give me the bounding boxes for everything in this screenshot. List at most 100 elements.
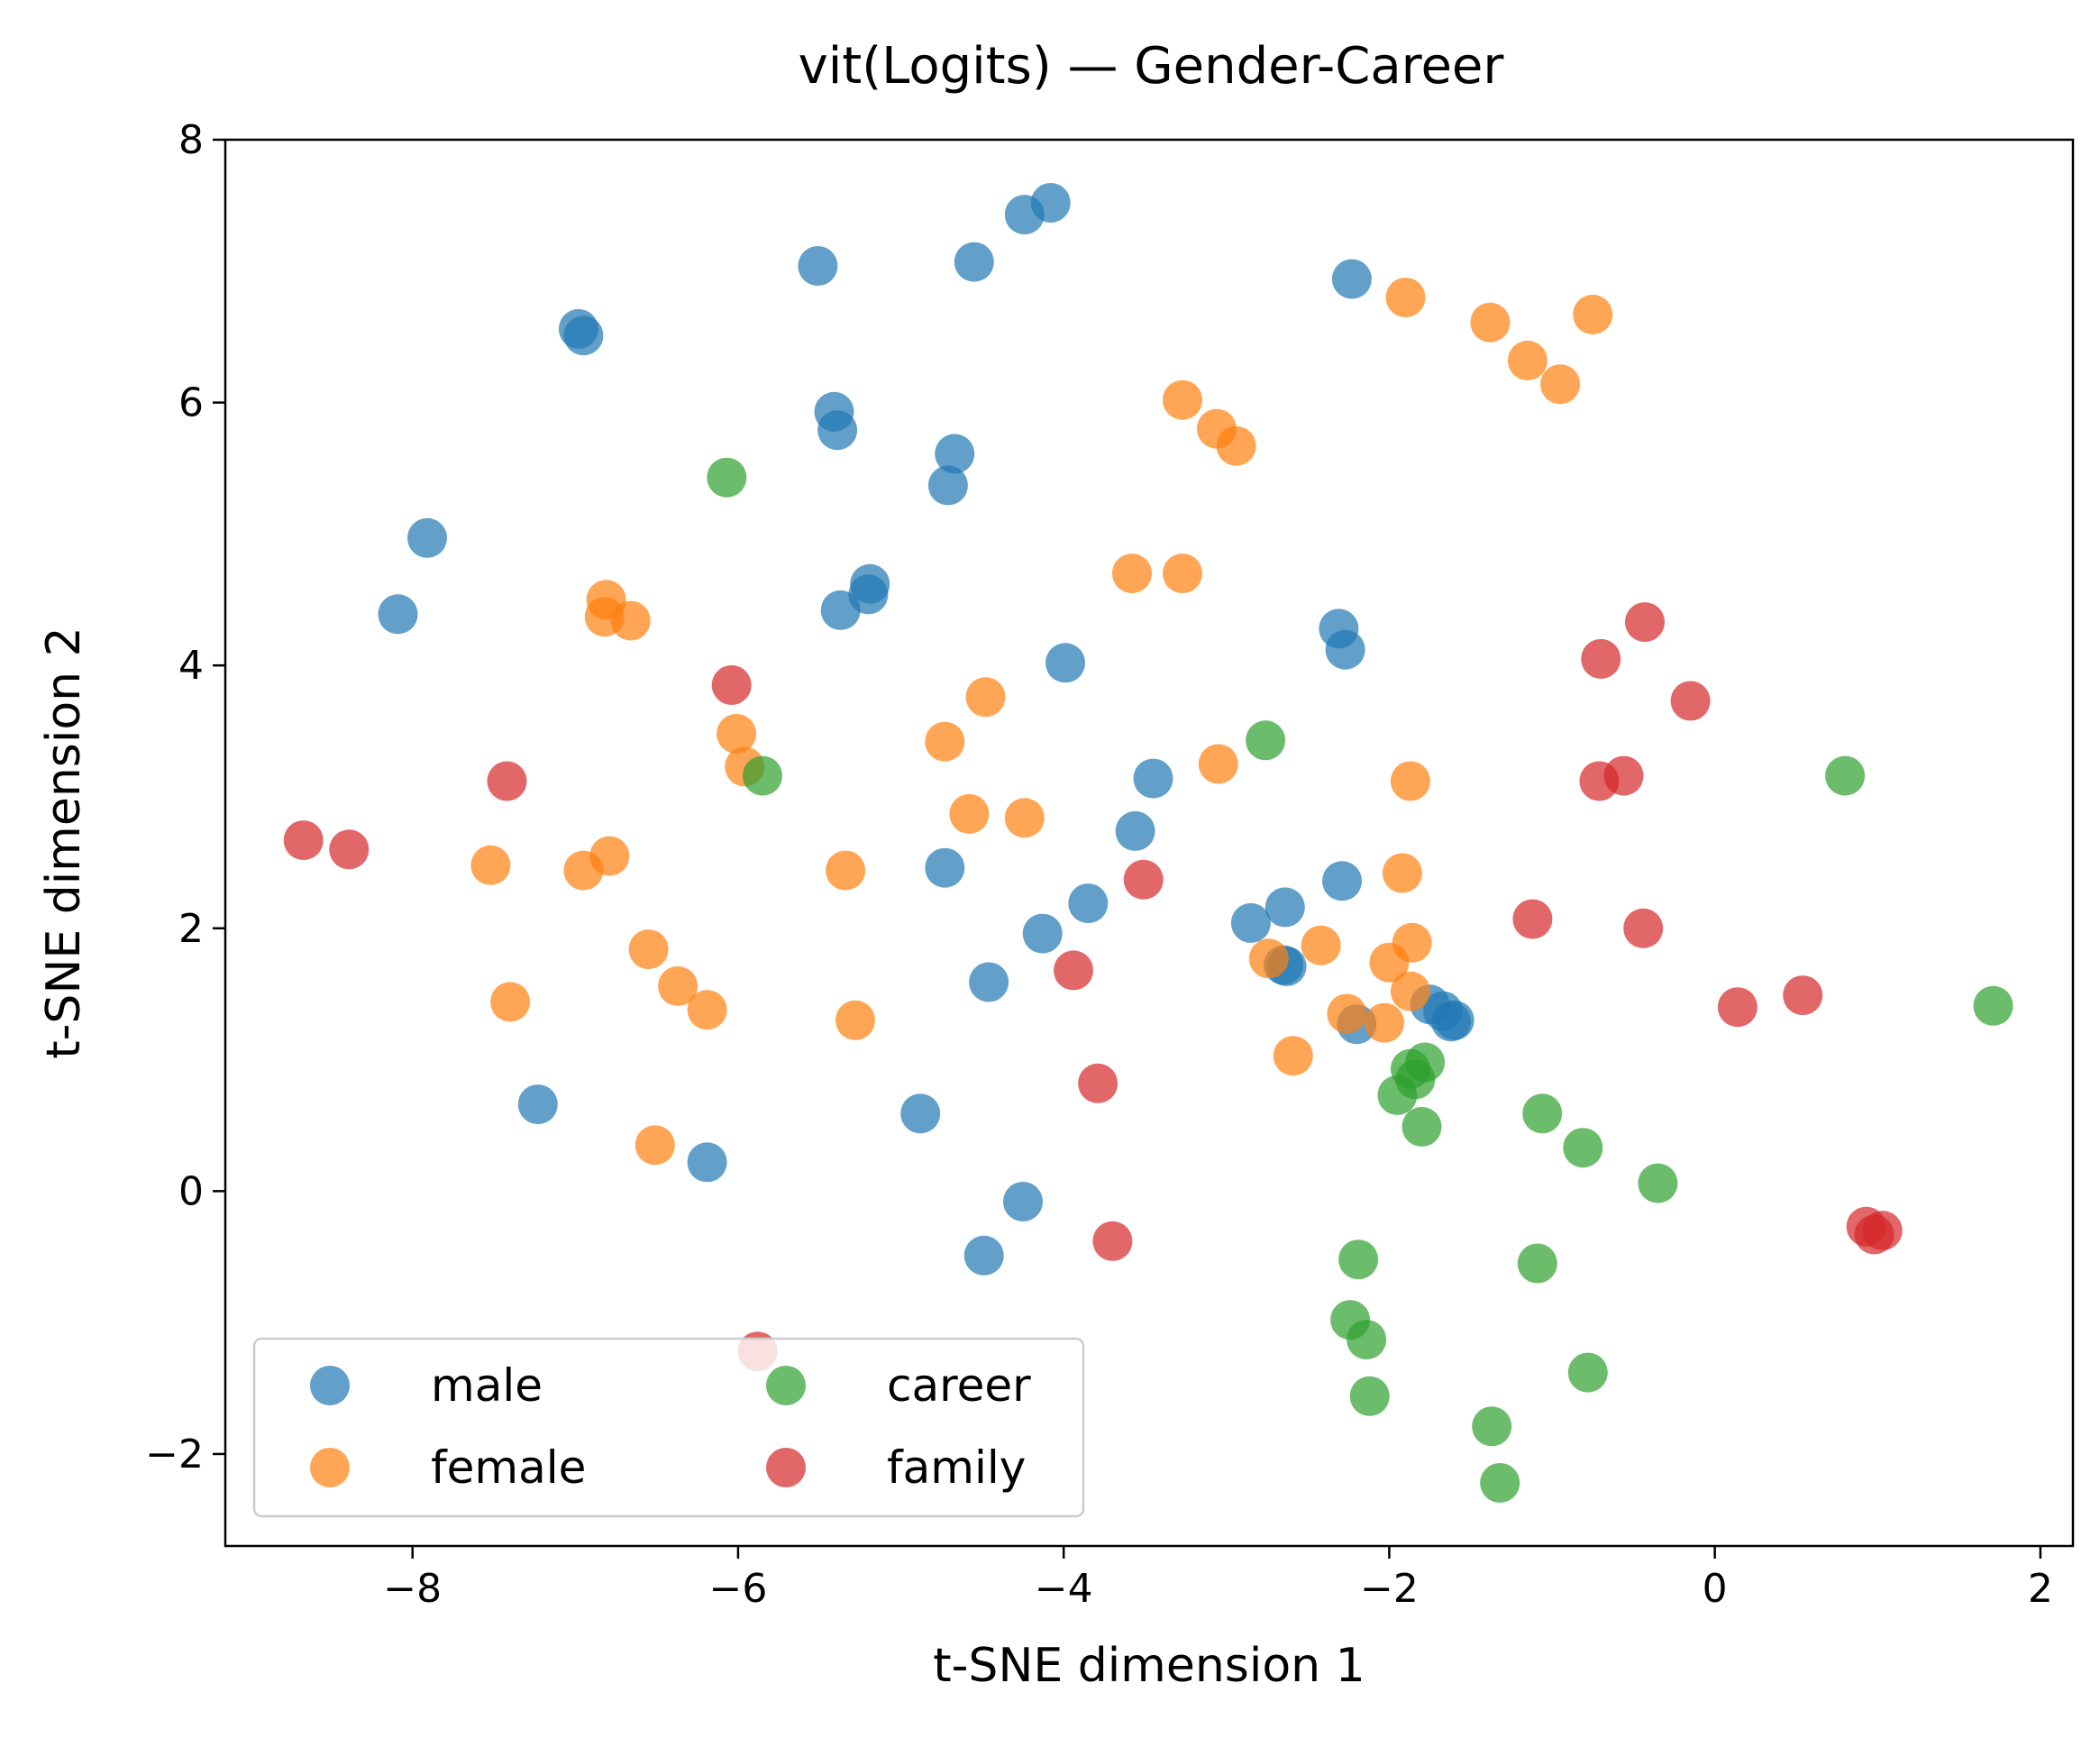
point-career-10	[1522, 1093, 1563, 1134]
point-family-13	[1717, 987, 1758, 1028]
point-female-34	[490, 982, 531, 1022]
point-female-3	[1507, 340, 1548, 380]
point-male-21	[925, 847, 965, 888]
x-tick-label: −2	[1360, 1566, 1419, 1612]
point-female-13	[965, 677, 1006, 718]
y-tick-label: 2	[178, 906, 204, 952]
x-tick-label: 2	[2028, 1566, 2053, 1612]
legend-marker-male	[310, 1366, 350, 1405]
point-family-9	[1123, 859, 1164, 900]
point-family-3	[711, 665, 752, 705]
point-female-24	[826, 850, 866, 891]
point-male-6	[563, 316, 604, 356]
point-female-35	[835, 1000, 875, 1040]
point-male-11	[407, 517, 447, 558]
point-female-26	[1301, 925, 1341, 965]
point-career-19	[1472, 1406, 1512, 1447]
point-family-10	[1512, 899, 1553, 939]
point-male-18	[1325, 629, 1365, 670]
point-male-9	[935, 434, 975, 474]
point-male-35	[517, 1084, 558, 1125]
point-female-19	[949, 793, 990, 834]
point-female-31	[628, 929, 669, 970]
point-female-17	[1198, 744, 1238, 784]
point-male-37	[687, 1142, 727, 1183]
y-tick-label: −2	[145, 1432, 204, 1477]
point-male-2	[798, 246, 838, 286]
point-career-11	[1563, 1128, 1603, 1168]
point-career-4	[1973, 985, 2013, 1026]
point-family-1	[1581, 638, 1621, 679]
point-female-29	[1369, 942, 1410, 983]
point-male-12	[378, 594, 418, 635]
legend-marker-family	[766, 1448, 806, 1487]
point-family-0	[1625, 602, 1665, 643]
point-female-33	[687, 990, 727, 1030]
point-female-8	[1112, 553, 1152, 594]
point-family-12	[1054, 950, 1093, 991]
point-male-19	[1133, 758, 1173, 799]
point-career-13	[1338, 1239, 1379, 1280]
x-tick-label: −6	[709, 1566, 768, 1612]
x-axis-ticks: −8 −6 −4 −2 0 2	[383, 1546, 2053, 1612]
point-male-38	[1003, 1182, 1043, 1221]
point-male-33	[1431, 1002, 1471, 1042]
point-female-36	[1327, 993, 1367, 1034]
point-female-39	[635, 1125, 675, 1166]
x-axis-label: t-SNE dimension 1	[933, 1639, 1365, 1693]
point-female-16	[925, 721, 965, 762]
point-career-1	[743, 755, 782, 796]
x-tick-label: 0	[1703, 1566, 1728, 1612]
y-axis-label: t-SNE dimension 2	[37, 627, 91, 1058]
point-female-9	[1163, 553, 1202, 594]
legend-label-career: career	[887, 1359, 1031, 1412]
point-male-25	[1230, 902, 1271, 943]
point-family-19	[1854, 1214, 1895, 1255]
point-male-22	[1322, 861, 1362, 901]
point-male-10	[927, 465, 968, 506]
point-male-29	[969, 962, 1009, 1002]
legend-marker-female	[310, 1448, 350, 1487]
point-family-2	[1670, 681, 1711, 721]
point-female-7	[1216, 425, 1256, 466]
point-family-8	[329, 829, 370, 870]
point-female-2	[1470, 302, 1511, 343]
point-career-12	[1638, 1163, 1678, 1203]
point-female-30	[1390, 971, 1430, 1011]
point-female-28	[1248, 938, 1289, 979]
point-career-14	[1517, 1243, 1557, 1284]
point-career-3	[1825, 755, 1866, 796]
y-tick-label: 8	[178, 117, 204, 163]
point-family-15	[1078, 1063, 1118, 1103]
point-female-1	[1573, 294, 1613, 334]
point-male-16	[1045, 643, 1085, 683]
point-male-36	[900, 1093, 941, 1134]
legend-label-family: family	[887, 1441, 1026, 1494]
point-female-23	[470, 845, 511, 885]
point-female-18	[1390, 761, 1430, 801]
point-female-12	[610, 600, 651, 641]
y-tick-label: 0	[178, 1168, 204, 1214]
y-tick-label: 6	[178, 380, 204, 426]
point-family-7	[283, 820, 324, 861]
point-female-22	[563, 850, 604, 891]
point-family-11	[1623, 908, 1664, 948]
point-female-5	[1163, 380, 1202, 420]
point-career-0	[707, 457, 747, 498]
legend-items: male female career family	[310, 1359, 1031, 1494]
point-family-14	[1783, 975, 1823, 1016]
x-tick-label: −8	[383, 1566, 442, 1612]
point-career-9	[1402, 1106, 1442, 1147]
point-career-18	[1349, 1376, 1390, 1416]
point-family-6	[1579, 761, 1620, 801]
point-career-2	[1246, 720, 1286, 761]
point-career-17	[1567, 1352, 1608, 1393]
legend-marker-career	[766, 1366, 806, 1405]
legend-label-female: female	[431, 1441, 586, 1494]
point-female-20	[1004, 798, 1045, 838]
point-career-8	[1377, 1075, 1418, 1115]
point-female-38	[1273, 1036, 1313, 1076]
point-male-20	[1115, 810, 1155, 851]
point-career-20	[1480, 1463, 1520, 1503]
